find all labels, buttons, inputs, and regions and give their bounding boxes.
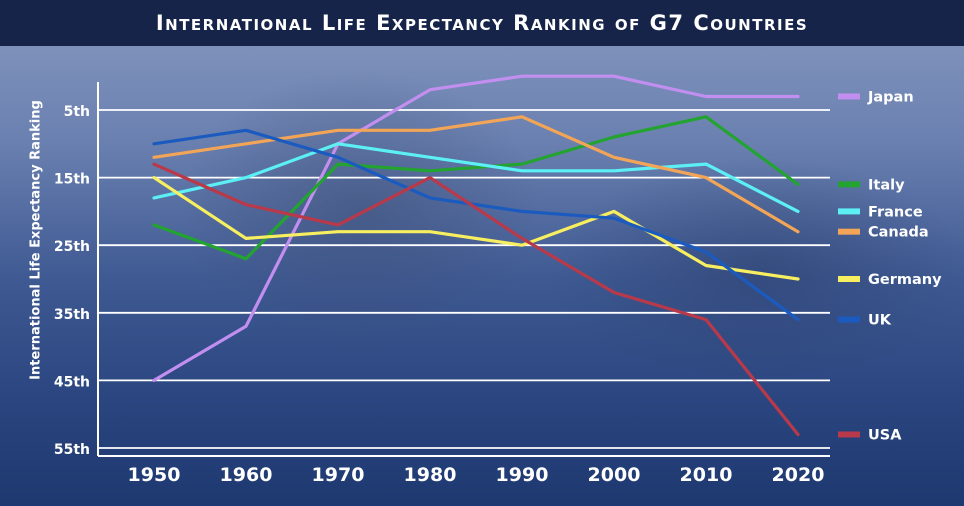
legend-item-usa: USA [838, 427, 902, 443]
y-tick-25th: 25th [54, 239, 90, 255]
legend-label-japan: Japan [867, 89, 914, 105]
x-tick-2020: 2020 [772, 464, 825, 486]
series-line-germany [152, 176, 800, 281]
legend-label-uk: UK [868, 313, 892, 329]
y-tick-55th: 55th [54, 442, 90, 458]
legend-item-italy: Italy [838, 177, 905, 193]
axes [97, 82, 830, 457]
legend-label-italy: Italy [868, 177, 905, 193]
chart-title: International Life Expectancy Ranking of… [155, 11, 809, 35]
x-tick-1950: 1950 [128, 464, 181, 486]
y-tick-labels: 5th 15th 25th 35th 45th 55th [54, 104, 90, 458]
x-tick-1960: 1960 [220, 464, 273, 486]
x-tick-1970: 1970 [312, 464, 365, 486]
legend-label-france: France [868, 204, 923, 220]
series-line-japan [152, 74, 800, 382]
legend-item-uk: UK [838, 313, 892, 329]
series-line-italy [152, 115, 800, 261]
legend-item-france: France [838, 204, 923, 220]
legend-item-canada: Canada [838, 225, 929, 241]
x-tick-1990: 1990 [496, 464, 549, 486]
legend-swatch-japan [838, 93, 860, 100]
title-bar: International Life Expectancy Ranking of… [0, 0, 964, 46]
series-lines [152, 74, 800, 437]
series-line-usa [152, 162, 800, 437]
y-tick-35th: 35th [54, 307, 90, 323]
legend-swatch-italy [838, 181, 860, 188]
legend-item-germany: Germany [838, 272, 942, 288]
x-tick-1980: 1980 [404, 464, 457, 486]
legend-swatch-usa [838, 431, 860, 438]
y-tick-45th: 45th [54, 374, 90, 390]
series-line-france [152, 142, 800, 213]
legend-swatch-france [838, 208, 860, 215]
legend-label-germany: Germany [868, 272, 942, 288]
x-tick-labels: 1950 1960 1970 1980 1990 2000 2010 2020 [128, 464, 825, 486]
legend: Japan Italy France Canada Germany UK USA [838, 89, 942, 443]
y-tick-5th: 5th [64, 104, 90, 120]
legend-label-usa: USA [868, 427, 902, 443]
legend-swatch-uk [838, 316, 860, 323]
series-line-uk [152, 128, 800, 322]
legend-swatch-canada [838, 228, 860, 235]
series-line-canada [152, 115, 800, 234]
legend-item-japan: Japan [838, 89, 914, 105]
legend-swatch-germany [838, 276, 860, 282]
y-tick-15th: 15th [54, 172, 90, 188]
x-tick-2010: 2010 [680, 464, 733, 486]
legend-label-canada: Canada [868, 225, 929, 241]
x-tick-2000: 2000 [588, 464, 641, 486]
gridlines [98, 109, 830, 449]
